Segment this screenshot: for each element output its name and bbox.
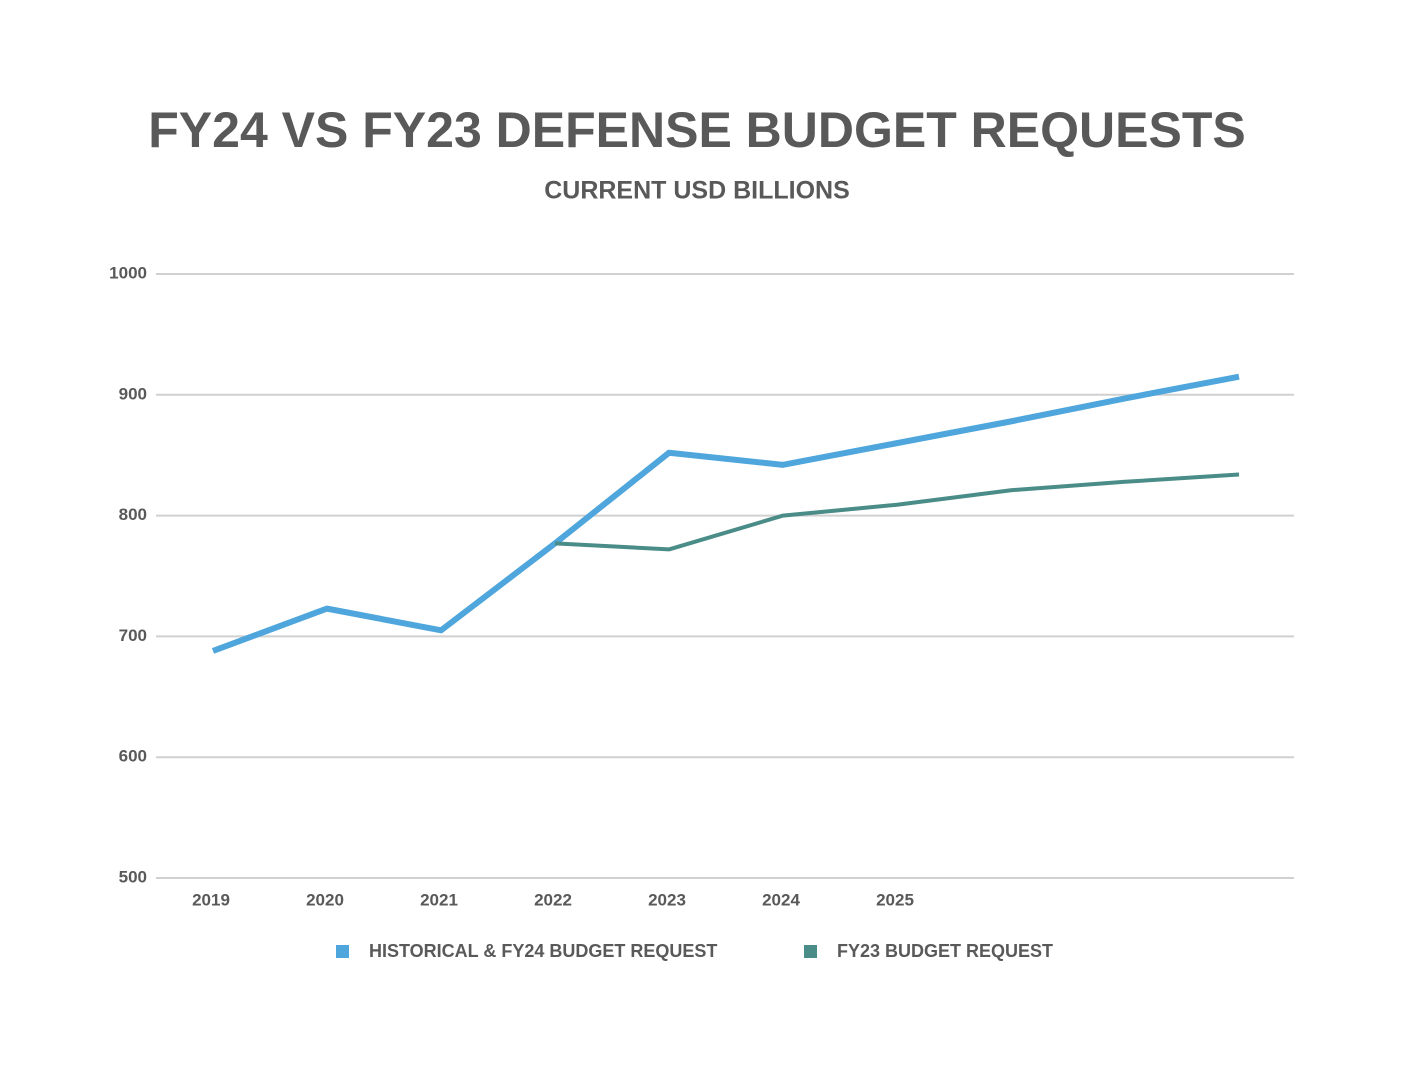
legend-label: HISTORICAL & FY24 BUDGET REQUEST [369, 941, 717, 961]
legend-label: FY23 BUDGET REQUEST [837, 941, 1053, 961]
x-tick-label: 2021 [420, 890, 458, 909]
y-tick-label: 800 [119, 505, 147, 524]
y-tick-label: 900 [119, 384, 147, 403]
x-tick-label: 2024 [762, 890, 800, 909]
y-tick-label: 700 [119, 626, 147, 645]
series-line [554, 472, 1240, 552]
chart-title: FY24 VS FY23 DEFENSE BUDGET REQUESTS [148, 102, 1246, 158]
x-tick-label: 2022 [534, 890, 572, 909]
y-tick-label: 500 [119, 867, 147, 886]
legend-swatch [804, 945, 817, 958]
x-tick-label: 2019 [192, 890, 230, 909]
legend-swatch [336, 945, 349, 958]
x-tick-label: 2020 [306, 890, 344, 909]
chart-subtitle: CURRENT USD BILLIONS [544, 177, 850, 205]
y-tick-label: 600 [119, 747, 147, 766]
x-tick-label: 2025 [876, 890, 914, 909]
y-tick-label: 1000 [109, 263, 147, 282]
series-line [211, 373, 1240, 654]
x-tick-label: 2023 [648, 890, 686, 909]
